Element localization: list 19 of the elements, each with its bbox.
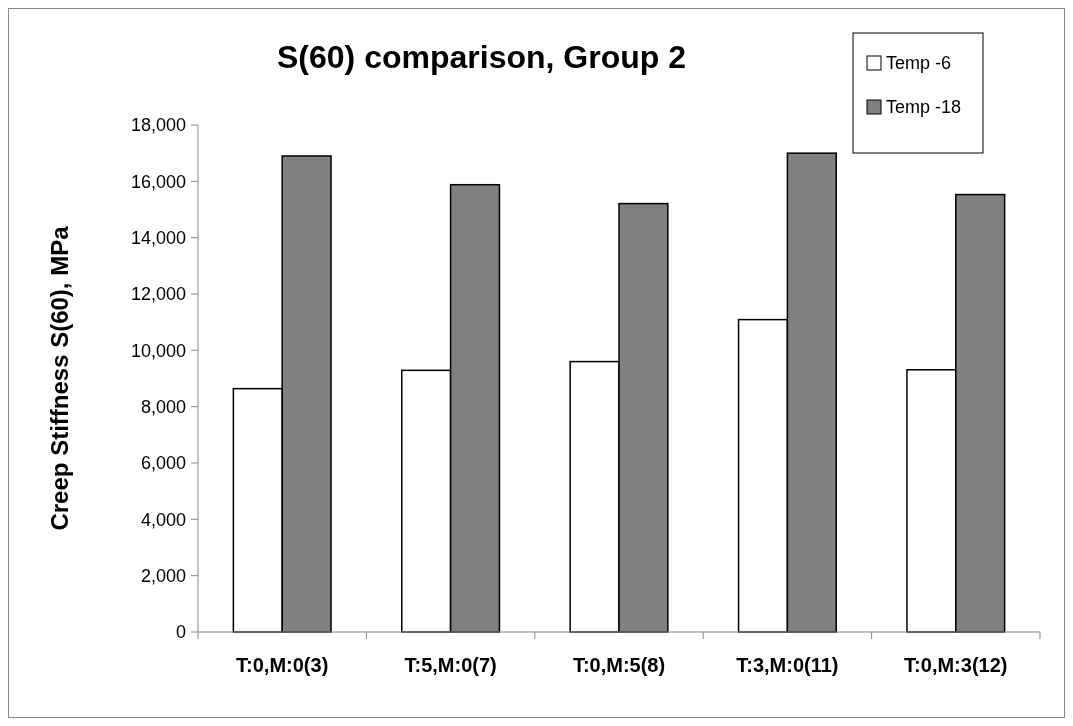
- y-tick-label: 18,000: [130, 115, 186, 136]
- x-tick-label: T:0,M:0(3): [236, 654, 329, 676]
- y-tick-label: 4,000: [140, 509, 186, 530]
- y-tick-label: 16,000: [130, 171, 186, 192]
- y-tick-label: 2,000: [140, 565, 186, 586]
- x-tick-label: T:0,M:3(12): [904, 654, 1008, 676]
- chart-title: S(60) comparison, Group 2: [277, 39, 686, 75]
- x-tick-label: T:0,M:5(8): [572, 654, 666, 676]
- y-tick-label: 10,000: [130, 340, 186, 361]
- y-tick-label: 0: [175, 622, 186, 643]
- legend-label: Temp -18: [886, 97, 962, 118]
- x-tick-label: T:5,M:0(7): [404, 654, 497, 676]
- x-tick-label: T:3,M:0(11): [736, 654, 839, 676]
- y-tick-label: 6,000: [140, 453, 186, 474]
- y-tick-label: 12,000: [130, 284, 186, 305]
- y-axis-title: Creep Stiffness S(60), MPa: [46, 225, 73, 531]
- y-tick-label: 14,000: [130, 227, 186, 248]
- y-tick-label: 8,000: [140, 396, 186, 417]
- legend-label: Temp -6: [886, 53, 952, 74]
